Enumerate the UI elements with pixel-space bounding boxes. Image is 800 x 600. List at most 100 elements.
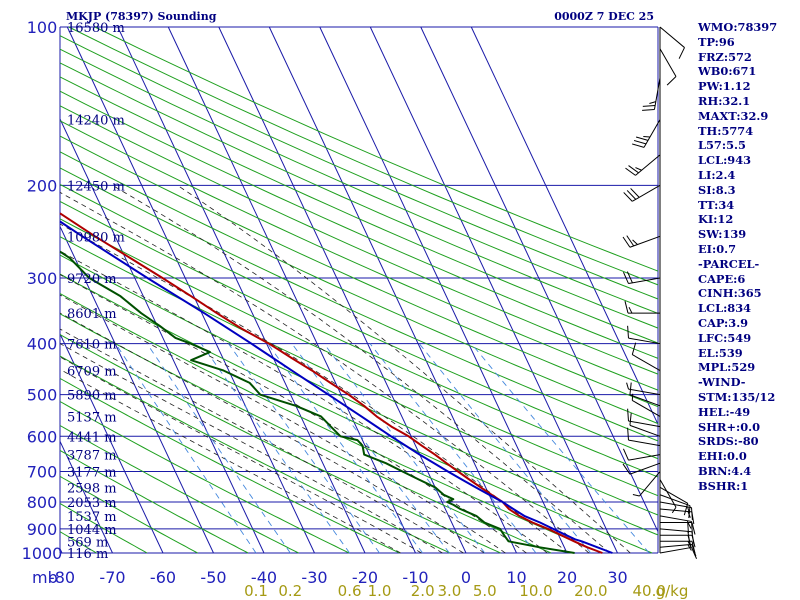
dry-adiabat [59, 62, 659, 329]
parcel-line [59, 220, 613, 554]
wind-barb-flag [687, 520, 689, 534]
mixing-ratio-line [228, 343, 380, 554]
index-item: EL:539 [698, 345, 743, 360]
index-item: L57:5.5 [698, 138, 746, 153]
mixing-ratio-line [418, 343, 592, 554]
isotherm [167, 26, 416, 554]
height-label: 116 m [67, 547, 108, 562]
wind-barb-staff [659, 546, 692, 554]
temperature-tick-label: 10 [506, 568, 526, 587]
mixing-ratio-line [323, 343, 486, 554]
dry-adiabat [59, 105, 659, 375]
wind-barb-flag [671, 506, 677, 514]
temperature-tick-label: -80 [49, 568, 75, 587]
wind-barb-staff [659, 508, 692, 513]
height-label: 6709 m [67, 365, 117, 380]
index-item: WMO:78397 [698, 20, 778, 34]
wind-barb-flag [627, 325, 629, 339]
wind-barb-staff [629, 394, 661, 407]
height-label: 2053 m [67, 496, 117, 511]
height-label: 569 m [67, 535, 108, 550]
wind-barb-flag [627, 408, 629, 422]
dry-adiabat [94, 26, 659, 272]
wind-barb-staff [632, 184, 661, 202]
pressure-tick-label: 900 [27, 520, 58, 539]
wind-barb-flag [687, 544, 692, 551]
dry-adiabats [59, 26, 659, 554]
wind-barb-flag [630, 188, 640, 198]
mixing-ratio-unit: g/kg [656, 582, 689, 600]
isotherm [66, 26, 315, 554]
wind-barb-staff [659, 479, 677, 508]
wind-barb-flag [632, 493, 640, 497]
height-label: 1537 m [67, 510, 117, 525]
wind-barb-flag [691, 507, 693, 520]
isotherm [319, 26, 568, 554]
mixing-ratio-label: 20.0 [574, 582, 607, 600]
wind-barb-staff [635, 154, 661, 176]
isotherm [59, 118, 265, 554]
temperature-tick-label: -50 [200, 568, 226, 587]
pressure-unit-label: mb [32, 568, 58, 587]
wind-barb-staff [639, 471, 661, 497]
index-item: LI:2.4 [698, 167, 736, 182]
wind-barb-flag [625, 167, 636, 176]
wind-barb-flag [626, 190, 637, 200]
height-label: 10980 m [67, 230, 125, 245]
dry-adiabat [59, 377, 400, 554]
sounding-series [59, 212, 613, 554]
wind-barb-staff [632, 399, 661, 417]
sounding-indices: WMO:78397 TP:96 FRZ:572 WB0:671 PW:1.12 RH:32… [698, 20, 798, 494]
height-label: 14240 m [67, 114, 125, 129]
wind-barb-staff [629, 462, 661, 475]
wind-barb-flag [666, 76, 677, 86]
wind-barb-flag [627, 427, 629, 441]
wind-barb-staff [659, 515, 692, 522]
dry-adiabat [59, 200, 659, 478]
isotherm [59, 226, 214, 554]
dry-adiabat [59, 313, 552, 554]
mixing-ratio-line [115, 343, 257, 554]
wind-barb-staff [628, 454, 661, 461]
index-item: CINH:365 [698, 286, 762, 301]
dry-adiabat [59, 502, 148, 554]
dry-adiabat [59, 401, 350, 554]
wind-barb-staff [628, 337, 661, 345]
moist-adiabat [59, 343, 443, 554]
mixing-ratio-label: 2.0 [411, 582, 435, 600]
wind-barb-staff [629, 424, 661, 437]
wind-barb-staff [628, 388, 661, 396]
dry-adiabat [59, 48, 659, 314]
wind-barb-flag [622, 463, 631, 475]
wind-barb-flag [642, 108, 655, 111]
wind-barb-flag [687, 531, 691, 544]
moist-adiabat [177, 184, 631, 554]
temperature-tick-label: 30 [607, 568, 627, 587]
dry-adiabat [59, 167, 659, 442]
mixing-ratio-line [369, 343, 537, 554]
wind-barb-staff [629, 235, 661, 248]
height-label: 4441 m [67, 430, 117, 445]
index-item: CAP:3.9 [698, 315, 749, 330]
index-item: WB0:671 [698, 64, 757, 79]
index-item: SHR+:0.0 [698, 419, 761, 434]
wind-barb-flag [629, 413, 632, 426]
wind-barb-flag [623, 192, 633, 202]
temperature-tick-label: -10 [402, 568, 428, 587]
wind-barb-flag [624, 301, 629, 314]
isobars [59, 26, 659, 554]
height-label: 5137 m [67, 410, 117, 425]
height-label: 16580 m [67, 21, 125, 36]
wind-barb-flag [688, 505, 691, 519]
mixing-ratio-label: 5.0 [473, 582, 497, 600]
moist-adiabat [59, 368, 401, 554]
wind-barb-flag [678, 47, 685, 59]
moist-adiabat [112, 184, 611, 554]
dry-adiabat [59, 425, 299, 554]
wind-barb-staff [659, 486, 688, 504]
mixing-ratio-label: 0.1 [244, 582, 268, 600]
temperature-tick-label: 20 [557, 568, 577, 587]
wind-barb-staff [628, 277, 661, 285]
